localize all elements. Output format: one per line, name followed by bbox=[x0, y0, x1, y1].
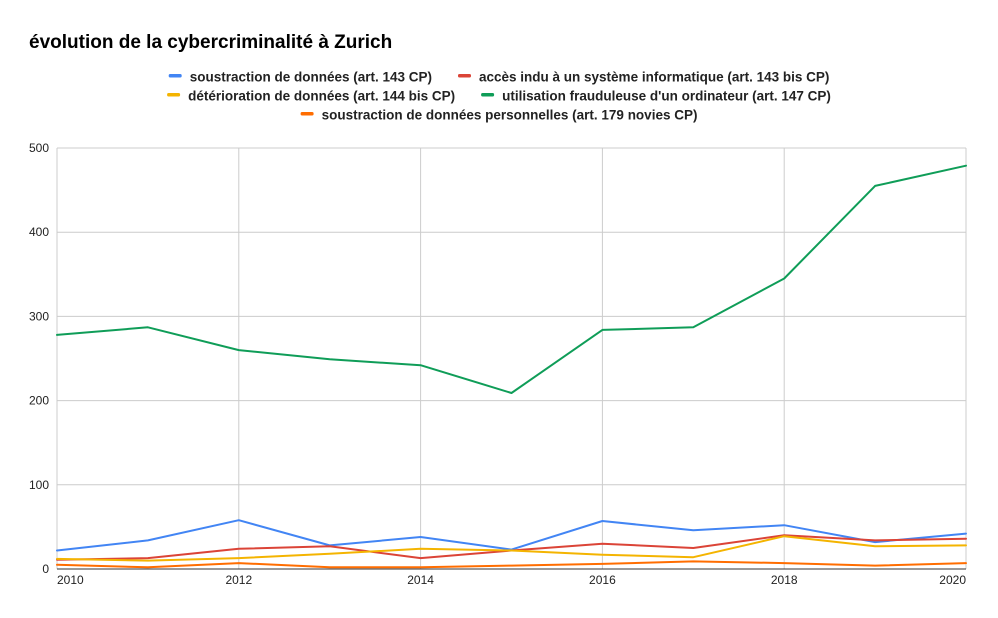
chart-title: évolution de la cybercriminalité à Zuric… bbox=[29, 32, 392, 53]
legend-label: détérioration de données (art. 144 bis C… bbox=[188, 89, 455, 104]
series-line-3 bbox=[56, 535, 967, 562]
legend-row: soustraction de données personnelles (ar… bbox=[300, 108, 698, 123]
x-tick-label: 2018 bbox=[771, 573, 798, 587]
legend-row: soustraction de données (art. 143 CP) acc… bbox=[168, 70, 829, 85]
y-tick-label: 300 bbox=[29, 309, 49, 323]
x-tick-label: 2010 bbox=[57, 573, 84, 587]
legend-swatch bbox=[168, 74, 182, 78]
series-line-5 bbox=[56, 560, 967, 569]
legend-swatch bbox=[300, 112, 314, 116]
legend-label: soustraction de données personnelles (ar… bbox=[322, 108, 698, 123]
legend: soustraction de données (art. 143 CP) acc… bbox=[167, 70, 831, 123]
y-tick-label: 0 bbox=[42, 562, 49, 576]
legend-item: soustraction de données (art. 143 CP) bbox=[168, 70, 432, 85]
y-tick-label: 200 bbox=[29, 394, 49, 408]
legend-label: soustraction de données (art. 143 CP) bbox=[190, 70, 432, 85]
axes: 0 100 200 300 400 500 2010 2012 2014 2016 2018 2020 bbox=[29, 141, 966, 587]
series-line-1 bbox=[56, 519, 967, 552]
legend-label: accès indu à un système informatique (ar… bbox=[479, 70, 829, 85]
legend-label: utilisation frauduleuse d'un ordinateur … bbox=[502, 89, 831, 104]
legend-item: accès indu à un système informatique (ar… bbox=[458, 70, 829, 85]
y-tick-label: 500 bbox=[29, 141, 49, 155]
legend-row: détérioration de données (art. 144 bis C… bbox=[167, 89, 831, 104]
x-tick-label: 2016 bbox=[589, 573, 616, 587]
legend-swatch bbox=[458, 74, 471, 78]
x-tick-label: 2020 bbox=[939, 573, 966, 587]
series-line-2 bbox=[56, 534, 967, 561]
series-line-4 bbox=[56, 164, 967, 394]
x-tick-label: 2012 bbox=[225, 573, 252, 587]
legend-item: soustraction de données personnelles (ar… bbox=[300, 108, 698, 123]
legend-swatch bbox=[167, 93, 181, 97]
y-tick-label: 400 bbox=[29, 225, 49, 239]
y-tick-label: 100 bbox=[29, 478, 49, 492]
legend-item: détérioration de données (art. 144 bis C… bbox=[167, 89, 455, 104]
grid bbox=[56, 147, 967, 569]
legend-item: utilisation frauduleuse d'un ordinateur … bbox=[481, 89, 831, 104]
plot-area bbox=[56, 164, 967, 569]
x-tick-label: 2014 bbox=[407, 573, 434, 587]
legend-swatch bbox=[481, 93, 495, 97]
